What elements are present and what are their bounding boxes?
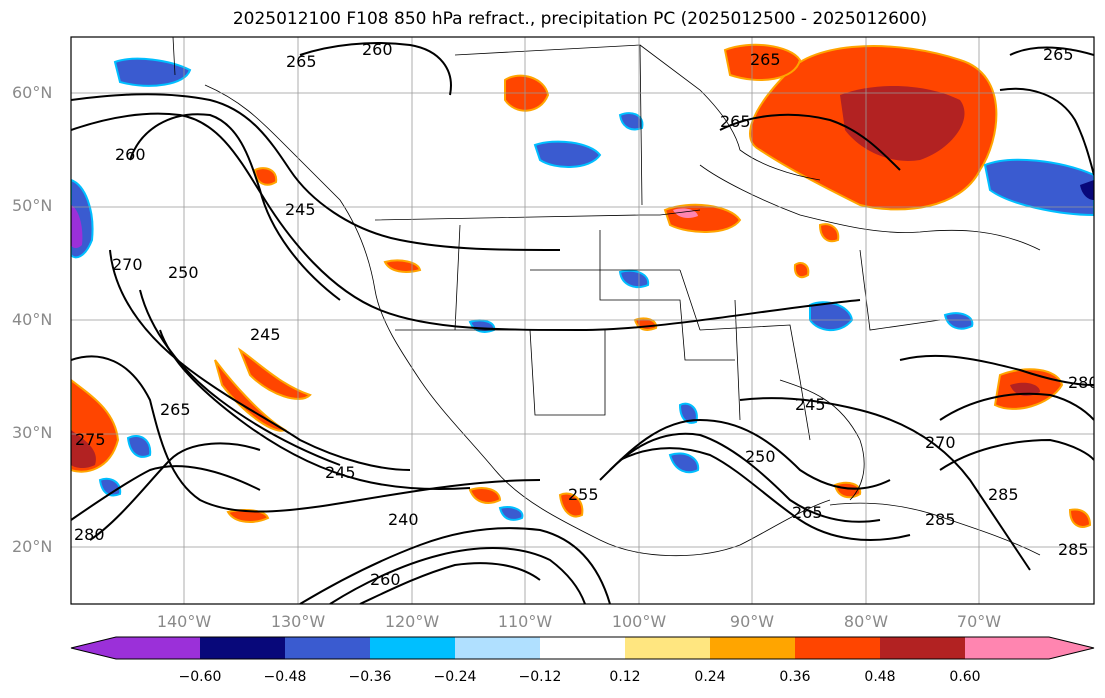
contour-label: 260 — [370, 570, 401, 589]
longitude-label: 90°W — [729, 612, 775, 631]
colorbar-tick: −0.48 — [263, 669, 307, 685]
longitude-label: 120°W — [384, 612, 440, 631]
contour-labels: 265 260 265 265 265 260 245 245 270 250 … — [74, 40, 1099, 589]
latitude-label: 50°N — [12, 196, 53, 215]
colorbar-tick: 0.12 — [609, 669, 641, 685]
colorbar-tick: 0.36 — [779, 669, 811, 685]
positive-precip-areas — [71, 43, 1092, 528]
contour-label: 285 — [925, 510, 956, 529]
colorbar-tick: −0.12 — [518, 669, 562, 685]
contour-label: 270 — [112, 255, 143, 274]
colorbar-tick: −0.36 — [348, 669, 392, 685]
contour-label: 240 — [388, 510, 419, 529]
colorbar-tick: 0.48 — [864, 669, 896, 685]
contour-label: 245 — [285, 200, 316, 219]
contour-label: 250 — [745, 447, 776, 466]
latitude-label: 40°N — [12, 310, 53, 329]
longitude-label: 80°W — [843, 612, 889, 631]
contour-label: 265 — [1043, 45, 1074, 64]
colorbar-tick: 0.24 — [694, 669, 726, 685]
colorbar-tick: −0.24 — [433, 669, 477, 685]
contour-label: 275 — [75, 430, 106, 449]
contour-label: 245 — [325, 463, 356, 482]
contour-label: 280 — [1068, 373, 1099, 392]
contour-label: 265 — [160, 400, 191, 419]
colorbar-tick: −0.60 — [178, 669, 222, 685]
contour-label: 265 — [792, 503, 823, 522]
contour-label: 285 — [988, 485, 1019, 504]
latitude-label: 60°N — [12, 83, 53, 102]
longitude-label: 110°W — [497, 612, 553, 631]
contour-label: 280 — [74, 525, 105, 544]
longitude-label: 130°W — [270, 612, 326, 631]
colorbar-tick: 0.60 — [949, 669, 981, 685]
contour-label: 250 — [168, 263, 199, 282]
longitude-label: 140°W — [156, 612, 212, 631]
longitude-label: 100°W — [611, 612, 667, 631]
contour-label: 245 — [795, 395, 826, 414]
contour-label: 285 — [1058, 540, 1089, 559]
contour-label: 255 — [568, 485, 599, 504]
longitude-label: 70°W — [956, 612, 1002, 631]
contour-label: 265 — [720, 112, 751, 131]
contour-label: 265 — [750, 50, 781, 69]
contour-label: 260 — [362, 40, 393, 59]
contour-label: 265 — [286, 52, 317, 71]
refractivity-contours — [71, 42, 1094, 604]
contour-label: 260 — [115, 145, 146, 164]
coastlines-borders — [172, 37, 1041, 557]
map-title: 2025012100 F108 850 hPa refract., precip… — [232, 9, 928, 29]
latitude-label: 30°N — [12, 423, 53, 442]
contour-label: 270 — [925, 433, 956, 452]
contour-label: 245 — [250, 325, 281, 344]
latitude-label: 20°N — [12, 537, 53, 556]
negative-precip-areas — [71, 57, 1094, 521]
